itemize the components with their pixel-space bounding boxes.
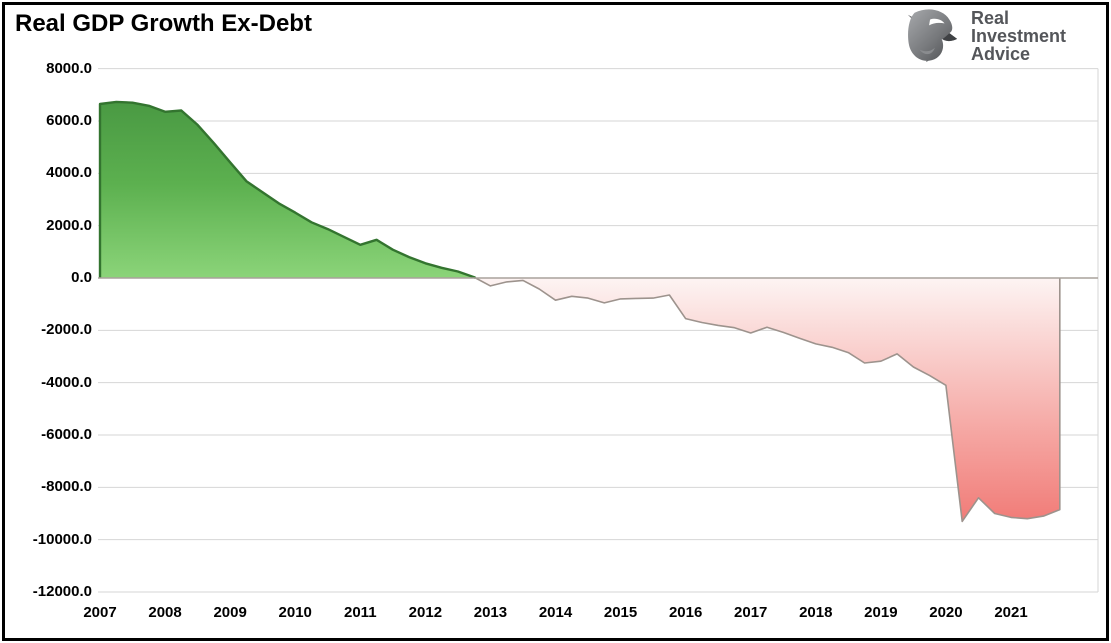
x-axis-label: 2017 [734,604,768,621]
data-areas [98,100,1061,523]
x-axis-label: 2020 [929,604,963,621]
logo-text-line: Investment [970,26,1066,46]
logo-text: Real Investment Advice [971,9,1066,63]
gdp-area-positive-edge [98,100,477,280]
y-axis-label: -12000.0 [32,583,92,600]
y-axis-label: -6000.0 [41,426,92,443]
gdp-area-negative [475,278,1060,522]
x-axis-label: 2019 [864,604,898,621]
logo-text-line: Advice [970,44,1030,64]
x-axis-label: 2016 [668,604,703,621]
y-axis-label: 6000.0 [46,111,92,129]
y-axis-label: -2000.0 [41,321,92,339]
x-axis-label: 2013 [473,604,508,621]
x-axis-label: 2014 [538,604,573,621]
x-axis-label: 2012 [408,604,443,621]
logo-text-line: Real [970,8,1009,28]
x-axis-label: 2007 [83,604,117,621]
x-axis-label: 2015 [603,604,638,621]
y-axis-label: -8000.0 [41,478,92,496]
x-axis-label: 2021 [994,604,1028,621]
y-axis-label: 2000.0 [46,216,92,234]
y-axis-label: 4000.0 [46,164,92,182]
y-axis-label: -4000.0 [41,373,92,391]
y-axis-label: 8000.0 [46,59,92,77]
gdp-area-negative-edge [475,277,1061,523]
gdp-area-positive [100,101,476,279]
y-axis-label: -10000.0 [32,530,92,548]
chart-title: Real GDP Growth Ex-Debt [15,10,312,37]
ria-logo: Real Investment Advice [900,7,1066,65]
x-axis-label: 2011 [344,604,377,621]
y-axis-label: 0.0 [71,269,92,286]
x-axis-label: 2018 [799,604,833,621]
eagle-icon [907,9,958,63]
x-axis-label: 2008 [148,604,182,621]
x-axis-label: 2009 [213,604,247,621]
x-axis-label: 2010 [278,604,312,621]
